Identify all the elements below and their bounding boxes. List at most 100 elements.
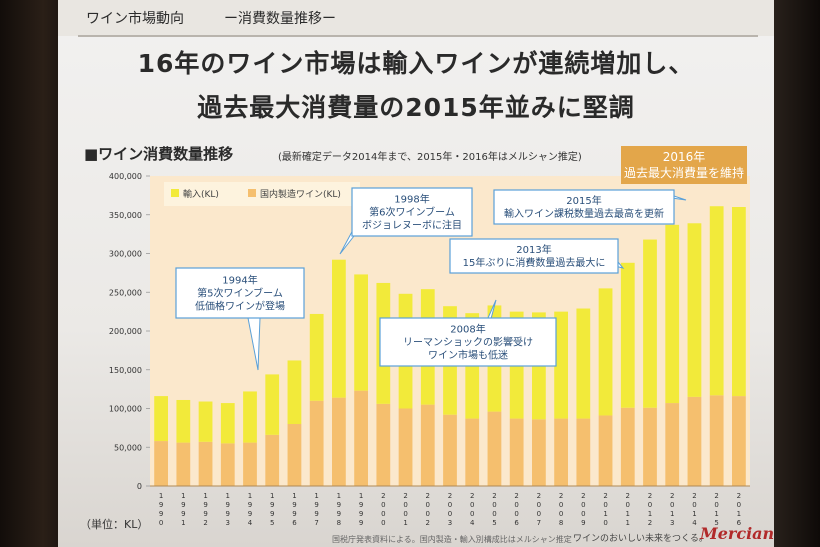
callout-text-1994: 低価格ワインが登場 — [195, 300, 285, 313]
x-tick-label-char: 2 — [581, 492, 585, 500]
x-tick-label-char: 9 — [203, 510, 207, 518]
x-tick-label-char: 0 — [492, 510, 496, 518]
x-tick-label-char: 4 — [692, 519, 697, 527]
callout-text-2008: ワイン市場も低迷 — [428, 349, 508, 362]
bar-domestic-2002 — [420, 404, 435, 486]
x-tick-label-char: 1 — [626, 519, 630, 527]
bar-imported-1999 — [354, 274, 368, 391]
footnote: 国税庁発表資料による。国内製造・輸入別構成比はメルシャン推定 — [332, 535, 572, 544]
x-tick-label-char: 5 — [492, 519, 496, 527]
bar-domestic-2005 — [487, 411, 502, 486]
y-tick-label: 300,000 — [109, 250, 142, 259]
x-tick-label-char: 1 — [292, 492, 296, 500]
bar-imported-2012 — [643, 239, 657, 408]
section-subtitle: ー消費数量推移ー — [224, 11, 336, 27]
bar-domestic-2004 — [465, 418, 480, 486]
slide-header-band — [58, 0, 774, 36]
x-tick-label-char: 9 — [581, 519, 585, 527]
x-tick-label-char: 0 — [403, 510, 407, 518]
x-tick-label-char: 9 — [226, 510, 230, 518]
x-tick-label-char: 0 — [470, 510, 474, 518]
callout-box-2008 — [379, 317, 557, 367]
bar-imported-1996 — [287, 360, 302, 424]
bar-domestic-2013 — [665, 403, 680, 486]
x-tick-label-char: 1 — [181, 519, 185, 527]
headline-line-1: 16年のワイン市場は輸入ワインが連続増加し、 — [137, 49, 695, 78]
callout-text-1998: 第6次ワインブーム — [369, 206, 455, 219]
x-tick-label-char: 2 — [426, 519, 430, 527]
bar-imported-1992 — [198, 401, 213, 442]
x-tick-label-char: 9 — [248, 501, 252, 509]
x-tick-label-char: 0 — [581, 510, 585, 518]
chart-heading: ■ワイン消費数量推移 — [84, 145, 234, 163]
callout-text-2013: 2013年 — [516, 243, 551, 256]
bar-domestic-2008 — [554, 418, 568, 486]
callout-text-2015: 2015年 — [566, 194, 601, 207]
y-tick-label: 250,000 — [109, 288, 142, 297]
x-tick-label-char: 0 — [381, 510, 385, 518]
bar-imported-2010 — [598, 288, 613, 416]
unit-label: （単位：KL） — [80, 518, 149, 531]
x-tick-label-char: 0 — [537, 501, 541, 509]
x-tick-label-char: 3 — [448, 519, 452, 527]
x-tick-label-char: 0 — [603, 501, 607, 509]
callout-box-2015 — [493, 189, 675, 225]
x-tick-label-char: 2 — [470, 492, 474, 500]
x-tick-label-char: 2 — [426, 492, 430, 500]
x-tick-label-char: 0 — [692, 501, 696, 509]
x-tick-label-char: 0 — [426, 501, 430, 509]
bar-domestic-2010 — [598, 415, 613, 486]
chart-note: (最新確定データ2014年まで、2015年・2016年はメルシャン推定) — [278, 152, 582, 163]
x-tick-label-char: 0 — [603, 519, 607, 527]
x-tick-label-char: 1 — [670, 510, 674, 518]
x-tick-label-char: 1 — [270, 492, 274, 500]
x-tick-label-char: 1 — [159, 492, 163, 500]
bar-domestic-1999 — [354, 390, 368, 486]
x-tick-label-char: 5 — [714, 519, 718, 527]
bar-imported-2011 — [620, 262, 635, 408]
callout-box-1998 — [351, 187, 473, 237]
x-tick-label-char: 1 — [359, 492, 363, 500]
x-tick-label-char: 9 — [270, 501, 274, 509]
callout-text-2013: 15年ぶりに消費数量過去最大に — [463, 256, 606, 269]
bar-domestic-1991 — [176, 442, 191, 486]
x-tick-label-char: 2 — [381, 492, 385, 500]
badge-2016-text: 過去最大消費量を維持 — [623, 166, 744, 180]
x-tick-label-char: 9 — [359, 501, 363, 509]
x-tick-label-char: 0 — [670, 501, 674, 509]
x-tick-label-char: 7 — [314, 519, 318, 527]
x-tick-label-char: 1 — [603, 510, 607, 518]
bar-domestic-1993 — [220, 443, 235, 486]
x-tick-label-char: 6 — [292, 519, 297, 527]
x-tick-label-char: 5 — [270, 519, 274, 527]
x-tick-label-char: 9 — [226, 501, 230, 509]
bar-domestic-2009 — [576, 418, 591, 486]
bar-imported-2013 — [665, 224, 680, 404]
x-tick-label-char: 1 — [714, 510, 718, 518]
y-tick-label: 100,000 — [109, 405, 142, 414]
x-tick-label-char: 0 — [492, 501, 496, 509]
bar-domestic-2014 — [687, 396, 702, 486]
bar-domestic-2003 — [443, 414, 457, 486]
x-tick-label-char: 0 — [426, 510, 430, 518]
x-tick-label-char: 2 — [492, 492, 496, 500]
bar-domestic-2006 — [509, 418, 524, 486]
y-tick-label: 0 — [137, 482, 142, 491]
x-tick-label-char: 2 — [403, 492, 407, 500]
x-tick-label-char: 9 — [337, 501, 341, 509]
x-tick-label-char: 9 — [248, 510, 252, 518]
x-tick-label-char: 2 — [648, 492, 652, 500]
x-tick-label-char: 9 — [292, 501, 296, 509]
bar-imported-2014 — [687, 223, 702, 397]
bar-domestic-1997 — [309, 400, 324, 486]
legend-label-domestic: 国内製造ワイン(KL) — [260, 188, 341, 200]
x-tick-label-char: 0 — [648, 501, 652, 509]
x-tick-label-char: 0 — [381, 501, 385, 509]
x-tick-label-char: 0 — [737, 501, 741, 509]
x-tick-label-char: 8 — [337, 519, 341, 527]
bar-domestic-1995 — [265, 434, 280, 486]
x-tick-label-char: 0 — [514, 501, 518, 509]
bar-imported-2015 — [709, 206, 724, 396]
callout-box-1994 — [175, 267, 305, 319]
x-tick-label-char: 2 — [648, 519, 652, 527]
